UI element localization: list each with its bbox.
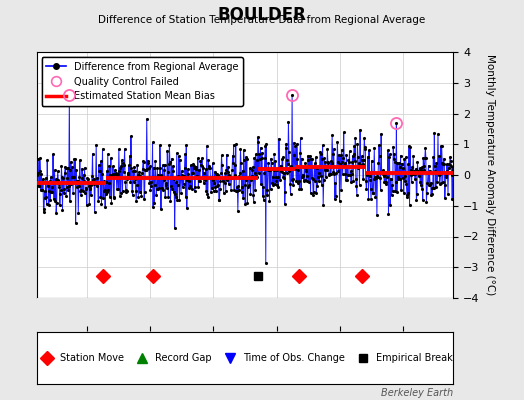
Text: BOULDER: BOULDER [217, 6, 307, 24]
Y-axis label: Monthly Temperature Anomaly Difference (°C): Monthly Temperature Anomaly Difference (… [485, 54, 495, 296]
Text: Berkeley Earth: Berkeley Earth [381, 388, 453, 398]
Legend: Difference from Regional Average, Quality Control Failed, Estimated Station Mean: Difference from Regional Average, Qualit… [41, 57, 243, 106]
Legend: Station Move, Record Gap, Time of Obs. Change, Empirical Break: Station Move, Record Gap, Time of Obs. C… [34, 350, 456, 366]
Text: Difference of Station Temperature Data from Regional Average: Difference of Station Temperature Data f… [99, 15, 425, 25]
